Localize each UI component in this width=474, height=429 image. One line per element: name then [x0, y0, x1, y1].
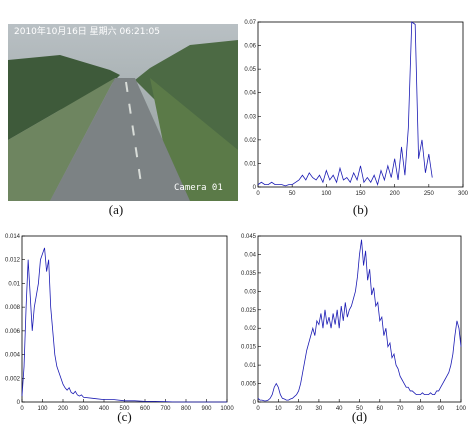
x-tick-label: 900 [201, 406, 212, 412]
x-tick-label: 70 [397, 406, 404, 412]
x-tick-label: 200 [390, 191, 401, 197]
plot-area [257, 235, 462, 403]
x-tick-label: 400 [99, 406, 110, 412]
y-tick-label: 0.012 [5, 258, 21, 264]
y-tick-label: 0.07 [244, 20, 256, 26]
y-tick-label: 0.03 [244, 289, 256, 295]
x-tick-label: 800 [181, 406, 192, 412]
caption: (d) [352, 409, 367, 424]
x-tick-label: 100 [37, 406, 48, 412]
x-tick-label: 80 [417, 406, 424, 412]
x-tick-label: 40 [336, 406, 343, 412]
x-tick-label: 300 [458, 191, 469, 197]
x-tick-label: 0 [256, 406, 260, 412]
x-tick-label: 200 [58, 406, 69, 412]
y-tick-label: 0.02 [244, 326, 256, 332]
y-tick-label: 0.002 [5, 376, 21, 382]
x-tick-label: 1000 [220, 406, 234, 412]
y-tick-label: 0.004 [5, 353, 21, 359]
y-tick-label: 0 [253, 400, 257, 406]
caption: (c) [117, 409, 131, 424]
y-tick-label: 0.05 [244, 67, 256, 73]
x-tick-label: 90 [437, 406, 444, 412]
camera-label: Camera 01 [174, 183, 223, 193]
y-tick-label: 0.06 [244, 44, 256, 50]
y-tick-label: 0.014 [5, 234, 21, 240]
x-tick-label: 250 [424, 191, 435, 197]
x-tick-label: 30 [316, 406, 323, 412]
data-line [257, 239, 462, 402]
x-tick-label: 100 [321, 191, 332, 197]
x-tick-label: 50 [289, 191, 296, 197]
y-tick-label: 0.04 [244, 252, 256, 258]
y-tick-label: 0.035 [241, 271, 257, 277]
x-tick-label: 150 [355, 191, 366, 197]
x-tick-label: 10 [275, 406, 282, 412]
y-tick-label: 0.015 [241, 345, 257, 351]
y-tick-label: 0 [253, 185, 257, 191]
y-tick-label: 0.005 [241, 382, 257, 388]
y-tick-label: 0.008 [5, 305, 21, 311]
y-tick-label: 0.03 [244, 114, 256, 120]
caption: (b) [353, 202, 368, 217]
y-tick-label: 0.025 [241, 308, 257, 314]
y-tick-label: 0 [17, 400, 21, 406]
timestamp: 2010年10月16日 星期六 06:21:05 [14, 25, 160, 37]
y-tick-label: 0.006 [5, 329, 21, 335]
x-tick-label: 700 [160, 406, 171, 412]
y-tick-label: 0.01 [244, 363, 256, 369]
y-tick-label: 0.045 [241, 234, 257, 240]
y-tick-label: 0.01 [244, 161, 256, 167]
x-tick-label: 50 [356, 406, 363, 412]
x-tick-label: 100 [456, 406, 467, 412]
plot-area [257, 21, 464, 188]
caption: (a) [109, 202, 123, 217]
x-tick-label: 0 [256, 191, 260, 197]
x-tick-label: 600 [140, 406, 151, 412]
x-tick-label: 20 [295, 406, 302, 412]
y-tick-label: 0.01 [8, 281, 20, 287]
x-tick-label: 300 [78, 406, 89, 412]
plot-area [21, 235, 228, 403]
x-tick-label: 0 [20, 406, 24, 412]
data-line [21, 247, 227, 403]
photo: 2010年10月16日 星期六 06:21:05 Camera 01 [8, 24, 238, 201]
x-tick-label: 500 [119, 406, 130, 412]
y-tick-label: 0.02 [244, 138, 256, 144]
data-line [257, 21, 433, 187]
x-tick-label: 60 [376, 406, 383, 412]
y-tick-label: 0.04 [244, 91, 256, 97]
